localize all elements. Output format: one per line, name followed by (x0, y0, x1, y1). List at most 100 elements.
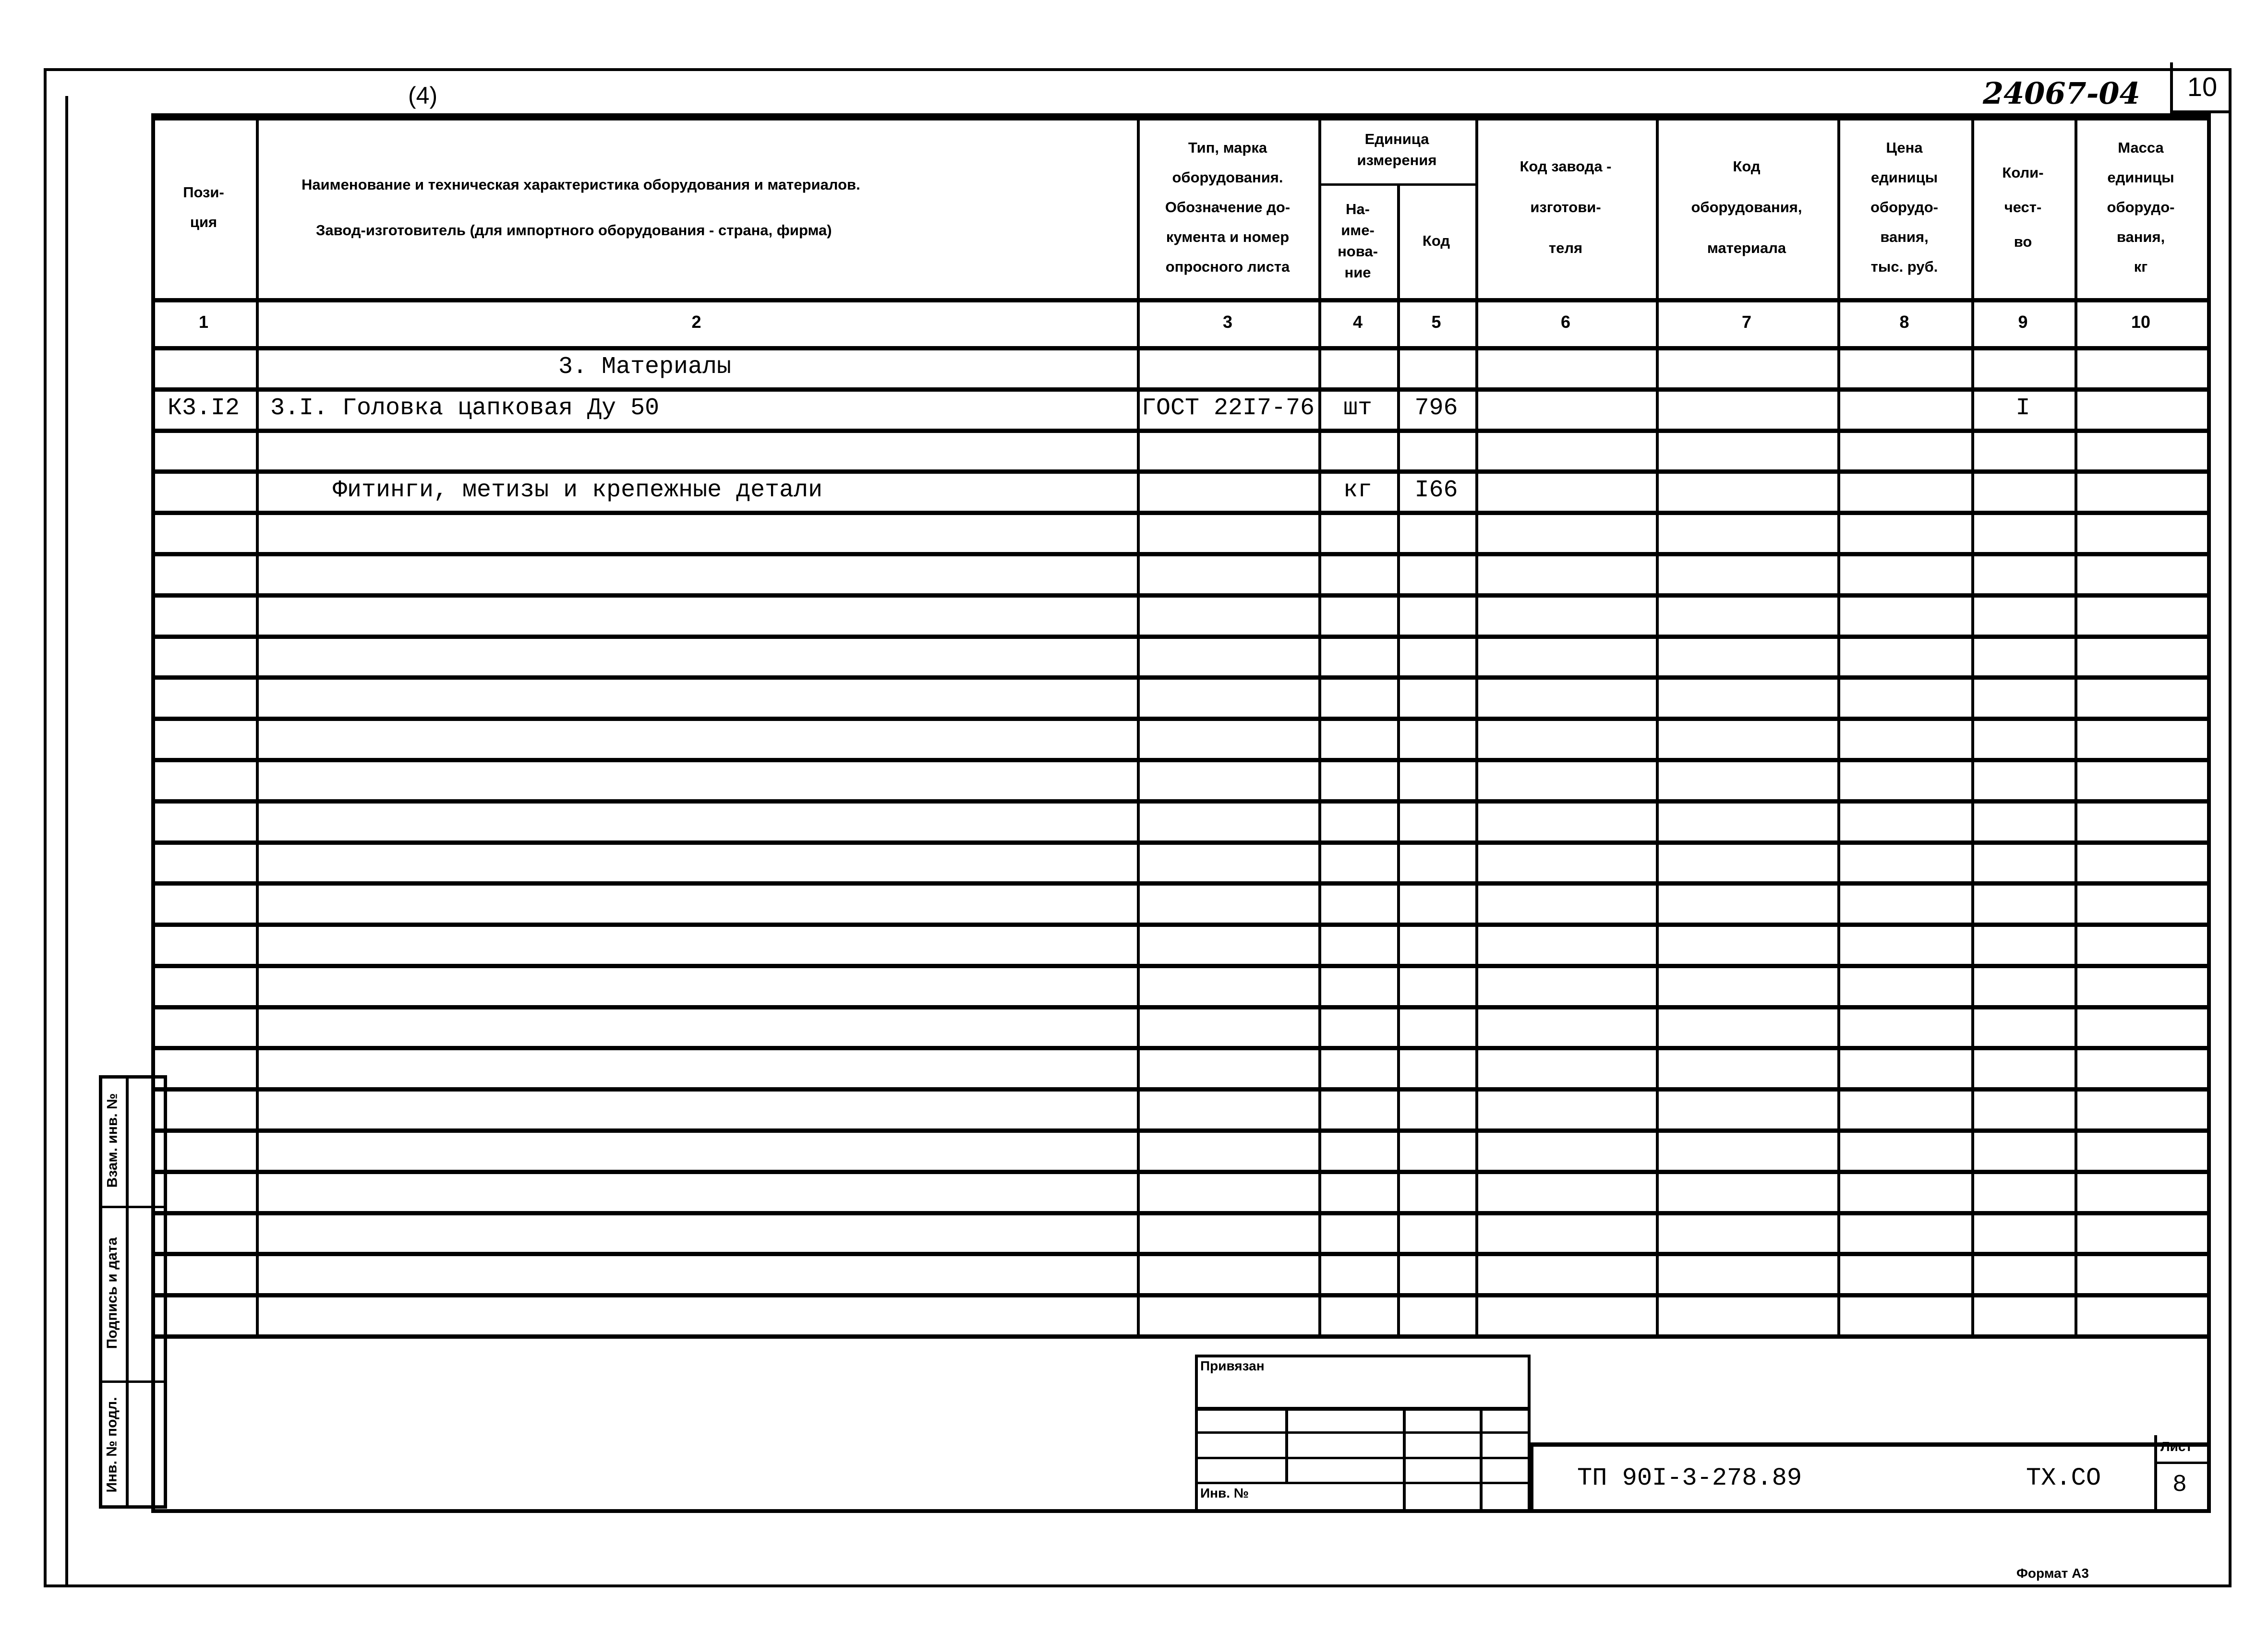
column-number: 5 (1431, 312, 1441, 332)
header-unit-code: Код (1397, 183, 1475, 298)
column-number: 3 (1222, 312, 1233, 332)
position-cell: К3.I2 (167, 394, 240, 422)
header-text: единицы (2107, 168, 2174, 186)
row-line (151, 758, 2207, 762)
column-line (1318, 116, 1321, 1334)
header-text: измерения (1357, 152, 1437, 168)
row-line (151, 840, 2207, 845)
unit-code-cell: 796 (1414, 394, 1458, 422)
header-text: во (2014, 233, 2032, 250)
table-row (151, 1046, 2207, 1087)
format-label: Формат А3 (2016, 1566, 2089, 1581)
table-row (151, 923, 2207, 964)
side-stamp-label-signature: Подпись и дата (99, 1206, 126, 1380)
row-line (151, 964, 2207, 968)
title-block-left-line (1531, 1442, 1533, 1512)
sheet-number: 8 (2172, 1471, 2187, 1499)
column-line (2075, 116, 2077, 1334)
row-line (151, 593, 2207, 598)
header-type: Тип, марка оборудования. Обозначение до-ку… (1137, 116, 1318, 298)
row-line (151, 552, 2207, 556)
unit-name-cell: шт (1343, 394, 1372, 422)
name-cell: 3. Материалы (558, 353, 732, 381)
table-row (151, 840, 2207, 882)
sheet-cell-divider (2154, 1462, 2207, 1464)
row-line (151, 429, 2207, 433)
table-row (151, 964, 2207, 1005)
header-text: Пози- (183, 183, 224, 201)
header-unit-group: Единица измерения (1318, 116, 1475, 183)
table-row (151, 1128, 2207, 1170)
header-text: оборудования. (1172, 168, 1283, 186)
corner-mark: (4) (408, 82, 438, 109)
header-text: нова- (1338, 242, 1378, 260)
header-text: Код завода - (1520, 158, 1612, 175)
table-row (151, 717, 2207, 758)
header-text: Наименование и техническая характеристик… (302, 176, 860, 193)
row-line (151, 1293, 2207, 1297)
header-text: теля (1548, 240, 1583, 256)
handwritten-code: 24067-04 (1983, 76, 2140, 111)
side-stamp-label-replaced-inv: Взам. инв. № (99, 1075, 126, 1206)
linked-line (1195, 1431, 1531, 1434)
row-line (151, 469, 2207, 474)
row-line (151, 799, 2207, 804)
row-line (151, 387, 2207, 392)
linked-label: Привязан (1200, 1358, 1265, 1373)
side-stamp-text: Взам. инв. № (104, 1093, 121, 1188)
column-number: 4 (1352, 312, 1363, 332)
header-text: кг (2134, 258, 2148, 275)
header-text: оборудо- (2107, 198, 2175, 216)
column-line (1837, 116, 1840, 1334)
sheet-label: Лист (2160, 1439, 2193, 1454)
table-row (151, 429, 2207, 470)
column-line (2207, 116, 2210, 1334)
header-text: вания, (2116, 228, 2165, 245)
inv-label: Инв. № (1200, 1486, 1249, 1500)
unit-code-cell: I66 (1414, 476, 1458, 504)
row-line (151, 1252, 2207, 1256)
table-row (151, 1293, 2207, 1334)
column-number-bottom-line (151, 346, 2207, 350)
table-row (151, 511, 2207, 552)
header-text: Обозначение до- (1165, 198, 1291, 216)
header-text: единицы (1870, 168, 1938, 186)
header-text: Цена (1886, 139, 1923, 156)
header-price: Цена единицы оборудо-вания, тыс. руб. (1837, 116, 1971, 298)
table-row (151, 635, 2207, 676)
column-line (151, 116, 154, 1334)
header-text: Коли- (2002, 164, 2044, 181)
header-text: оборудования, (1691, 199, 1802, 216)
document-cell: ГОСТ 22I7-76 (1142, 394, 1315, 422)
header-text: кумента и номер (1166, 228, 1290, 245)
row-line (151, 675, 2207, 680)
column-line (1971, 116, 1974, 1334)
header-bottom-line (151, 298, 2207, 302)
side-stamp-text: Инв. № подл. (104, 1396, 120, 1493)
header-text: ние (1344, 264, 1371, 281)
document-code: ТП 90I-3-278.89 (1577, 1464, 1802, 1492)
section-code: ТХ.СО (2026, 1464, 2101, 1492)
table-row (151, 799, 2207, 840)
header-text: ция (190, 213, 217, 230)
header-text: име- (1341, 221, 1375, 239)
header-mass: Масса единицы оборудо-вания, кг (2075, 116, 2207, 298)
row-line (151, 1211, 2207, 1215)
column-number: 8 (1899, 312, 1909, 332)
header-text: На- (1346, 200, 1370, 217)
linked-col (1285, 1407, 1288, 1482)
side-stamp-label-original-inv: Инв. № подл. (99, 1380, 126, 1509)
header-name: Наименование и техническая характеристик… (256, 116, 1137, 298)
row-line (151, 717, 2207, 721)
row-line (151, 1087, 2207, 1092)
table-row (151, 758, 2207, 799)
row-line (151, 511, 2207, 515)
binding-margin-line (65, 96, 68, 1587)
linked-col (1480, 1407, 1483, 1512)
side-stamp (99, 1075, 167, 1509)
column-number: 10 (2131, 312, 2151, 332)
column-line (1137, 116, 1140, 1334)
table-row (151, 1005, 2207, 1046)
row-line (151, 1005, 2207, 1009)
header-maker-code: Код завода - изготови-теля (1475, 116, 1656, 298)
